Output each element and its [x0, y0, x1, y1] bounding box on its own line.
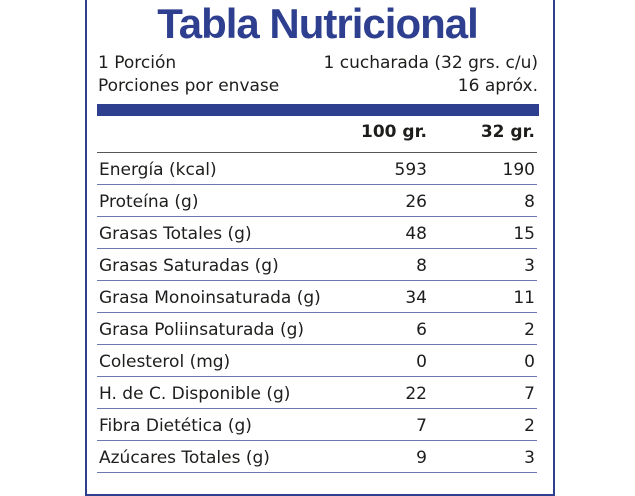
servings-value: 16 apróx. — [457, 76, 538, 96]
nutrient-label: Colesterol (mg) — [99, 352, 231, 372]
page-title: Tabla Nutricional — [157, 0, 479, 47]
value-32g: 2 — [524, 416, 535, 436]
value-100g: 48 — [405, 224, 427, 244]
column-header-100g: 100 gr. — [361, 122, 427, 142]
nutrient-label: Grasa Poliinsaturada (g) — [99, 320, 305, 340]
value-32g: 3 — [524, 256, 535, 276]
servings-per-container: Porciones por envase 16 apróx. — [98, 75, 538, 97]
nutrient-label: Proteína (g) — [99, 192, 199, 212]
nutrient-label: Azúcares Totales (g) — [99, 448, 270, 468]
table-row: Energía (kcal) 593 190 — [97, 153, 537, 185]
nutrient-label: Grasas Totales (g) — [99, 224, 252, 244]
value-32g: 11 — [513, 288, 535, 308]
value-32g: 8 — [524, 192, 535, 212]
column-headers: 100 gr. 32 gr. — [97, 122, 537, 152]
table-row: Azúcares Totales (g) 9 3 — [97, 441, 537, 473]
divider-bar — [97, 104, 539, 116]
serving-size: 1 Porción 1 cucharada (32 grs. c/u) — [98, 52, 538, 74]
table-row: Grasas Saturadas (g) 8 3 — [97, 249, 537, 281]
value-32g: 7 — [524, 384, 535, 404]
table-row: Colesterol (mg) 0 0 — [97, 345, 537, 377]
value-100g: 9 — [416, 448, 427, 468]
value-100g: 34 — [405, 288, 427, 308]
value-32g: 3 — [524, 448, 535, 468]
nutrient-label: Grasas Saturadas (g) — [99, 256, 279, 276]
value-100g: 26 — [405, 192, 427, 212]
value-32g: 15 — [513, 224, 535, 244]
nutrient-label: Grasa Monoinsaturada (g) — [99, 288, 321, 308]
table-row: H. de C. Disponible (g) 22 7 — [97, 377, 537, 409]
value-32g: 190 — [502, 160, 535, 180]
table-row: Grasa Monoinsaturada (g) 34 11 — [97, 281, 537, 313]
value-32g: 0 — [524, 352, 535, 372]
value-100g: 7 — [416, 416, 427, 436]
table-row: Fibra Dietética (g) 7 2 — [97, 409, 537, 441]
nutrient-label: Energía (kcal) — [99, 160, 217, 180]
value-32g: 2 — [524, 320, 535, 340]
nutrition-table: Energía (kcal) 593 190 Proteína (g) 26 8 Grasa… — [97, 152, 537, 473]
serving-value: 1 cucharada (32 grs. c/u) — [323, 53, 539, 73]
table-row: Grasa Poliinsaturada (g) 6 2 — [97, 313, 537, 345]
value-100g: 22 — [405, 384, 427, 404]
table-row: Grasas Totales (g) 48 15 — [97, 217, 537, 249]
nutrient-label: H. de C. Disponible (g) — [99, 384, 291, 404]
column-header-32g: 32 gr. — [480, 122, 535, 142]
value-100g: 6 — [416, 320, 427, 340]
value-100g: 593 — [394, 160, 427, 180]
value-100g: 0 — [416, 352, 427, 372]
servings-label: Porciones por envase — [98, 76, 280, 96]
table-row: Proteína (g) 26 8 — [97, 185, 537, 217]
nutrient-label: Fibra Dietética (g) — [99, 416, 252, 436]
serving-label: 1 Porción — [98, 53, 177, 73]
value-100g: 8 — [416, 256, 427, 276]
